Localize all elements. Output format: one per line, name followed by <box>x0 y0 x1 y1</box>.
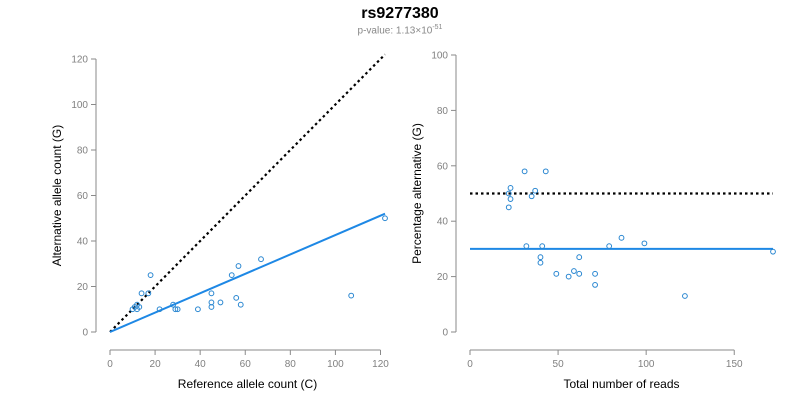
left-x-axis-title: Reference allele count (C) <box>178 377 317 391</box>
right-y-tick-label: 20 <box>437 272 449 283</box>
right-data-point <box>592 282 598 288</box>
left-y-tick-label: 100 <box>71 100 88 111</box>
left-data-point <box>170 301 177 308</box>
left-reference-line <box>109 53 386 333</box>
right-data-point <box>606 243 613 250</box>
right-data-point <box>641 240 648 247</box>
left-x-tick-label: 80 <box>285 359 297 370</box>
right-data-point <box>592 270 598 277</box>
right-data-point <box>537 254 544 261</box>
right-data-point <box>770 248 776 255</box>
chart-title: rs9277380 <box>361 5 439 22</box>
left-data-point <box>195 306 201 313</box>
right-data-point <box>576 270 583 277</box>
right-data-point <box>523 243 530 250</box>
right-x-tick-label: 100 <box>638 359 655 370</box>
right-data-point <box>565 273 572 280</box>
right-data-point <box>528 193 535 200</box>
left-x-tick-label: 100 <box>327 359 344 370</box>
right-data-point <box>532 187 539 194</box>
right-data-point <box>521 168 528 175</box>
right-data-point <box>507 185 514 191</box>
left-data-point <box>233 294 240 301</box>
left-data-point <box>208 290 215 297</box>
left-data-point <box>235 263 242 269</box>
left-x-tick-label: 60 <box>240 359 252 370</box>
right-data-point <box>539 243 546 250</box>
left-y-tick-label: 80 <box>77 146 89 157</box>
left-data-point <box>145 290 152 297</box>
left-y-tick-label: 20 <box>77 282 89 293</box>
right-x-axis-title: Total number of reads <box>563 377 679 391</box>
right-data-point <box>507 196 514 202</box>
left-data-point <box>136 304 143 310</box>
right-x-tick-label: 0 <box>467 359 473 370</box>
right-data-point <box>542 168 549 175</box>
p-value-subtitle: p-value: 1.13×10-51 <box>0 24 800 36</box>
left-data-point <box>172 306 179 313</box>
left-x-tick-label: 20 <box>150 359 162 370</box>
left-x-tick-label: 40 <box>195 359 207 370</box>
left-y-tick-label: 60 <box>77 191 89 202</box>
right-y-tick-label: 100 <box>431 51 448 62</box>
left-x-tick-label: 0 <box>107 359 113 370</box>
right-data-point <box>505 204 512 211</box>
left-data-point <box>147 272 154 279</box>
right-y-tick-label: 80 <box>437 106 449 117</box>
right-data-point <box>553 270 560 277</box>
left-data-point <box>228 272 235 279</box>
left-y-tick-label: 120 <box>71 55 88 66</box>
p-value-times: ×10 <box>415 25 433 37</box>
left-data-point <box>258 256 264 263</box>
right-data-point <box>682 293 688 299</box>
left-y-tick-label: 0 <box>82 328 88 339</box>
right-y-axis-title: Percentage alternative (G) <box>410 123 424 264</box>
left-y-tick-label: 40 <box>77 237 89 248</box>
left-data-point <box>208 304 215 310</box>
right-data-point <box>576 254 583 261</box>
right-y-tick-label: 60 <box>437 161 449 172</box>
left-fit-line <box>109 212 386 333</box>
p-value-exponent: -51 <box>432 24 443 31</box>
right-data-point <box>618 234 625 241</box>
left-y-axis-title: Alternative allele count (G) <box>50 125 64 266</box>
left-data-point <box>174 306 181 313</box>
left-data-point <box>217 299 224 306</box>
right-x-tick-label: 50 <box>553 359 565 370</box>
right-data-point <box>571 268 577 274</box>
right-data-point <box>505 190 512 197</box>
left-data-point <box>348 292 355 299</box>
left-data-point <box>156 306 163 313</box>
left-x-tick-label: 120 <box>372 359 389 370</box>
right-x-tick-label: 150 <box>726 359 743 370</box>
left-data-point <box>138 290 145 297</box>
left-data-point <box>237 301 244 308</box>
right-data-point <box>537 259 544 266</box>
left-data-point <box>382 215 388 222</box>
right-y-tick-label: 40 <box>437 217 449 228</box>
right-y-tick-label: 0 <box>442 328 448 339</box>
p-value-mantissa: p-value: 1.13 <box>357 25 416 37</box>
